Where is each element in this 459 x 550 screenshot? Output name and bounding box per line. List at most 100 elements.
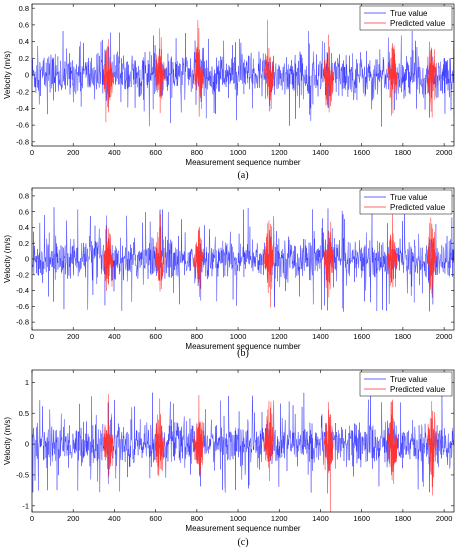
y-tick-label: -0.4 bbox=[16, 104, 29, 113]
x-tick-label: 1000 bbox=[230, 514, 247, 523]
x-tick-label: 200 bbox=[67, 148, 80, 157]
predicted-value-segment bbox=[264, 220, 274, 308]
x-tick-label: 1200 bbox=[271, 514, 288, 523]
legend-entry: Predicted value bbox=[390, 385, 446, 394]
x-tick-label: 1600 bbox=[353, 332, 370, 341]
predicted-value-segment bbox=[194, 20, 204, 117]
x-tick-label: 800 bbox=[191, 514, 204, 523]
chart-panel-2: 0 200 400 600 800 1000 1200 1400 1600 1800 2000 -0.… bbox=[3, 187, 455, 359]
predicted-value-segment bbox=[426, 47, 437, 118]
panel-label: (c) bbox=[237, 537, 248, 548]
predicted-value-segment bbox=[103, 393, 114, 477]
x-tick-label: 1000 bbox=[230, 148, 247, 157]
y-tick-label: -0.2 bbox=[16, 270, 29, 279]
predicted-value-segment bbox=[387, 43, 398, 116]
y-tick-label: 0 bbox=[25, 440, 29, 449]
legend-entry: True value bbox=[390, 193, 428, 202]
y-tick-label: -0.6 bbox=[16, 121, 29, 130]
predicted-value-segment bbox=[426, 401, 437, 496]
predicted-value-segment bbox=[194, 394, 204, 477]
y-tick-label: -0.8 bbox=[16, 137, 29, 146]
x-tick-label: 400 bbox=[108, 514, 121, 523]
x-axis-label: Measurement sequence number bbox=[185, 342, 301, 351]
x-tick-label: 0 bbox=[30, 148, 34, 157]
x-tick-label: 1000 bbox=[230, 332, 247, 341]
predicted-value-segment bbox=[387, 399, 398, 485]
x-tick-label: 1800 bbox=[395, 332, 412, 341]
x-tick-label: 1800 bbox=[395, 514, 412, 523]
y-tick-label: 0.6 bbox=[19, 20, 29, 29]
y-tick-label: -0.6 bbox=[16, 302, 29, 311]
x-tick-label: 1400 bbox=[312, 148, 329, 157]
legend-box bbox=[359, 371, 453, 397]
x-axis-label: Measurement sequence number bbox=[185, 158, 301, 167]
y-tick-label: 0.8 bbox=[19, 191, 29, 200]
predicted-value-series bbox=[103, 210, 437, 308]
predicted-value-segment bbox=[103, 225, 114, 292]
x-tick-label: 800 bbox=[191, 148, 204, 157]
y-tick-label: -0.5 bbox=[16, 471, 29, 480]
x-tick-label: 600 bbox=[149, 332, 162, 341]
predicted-value-segment bbox=[154, 398, 165, 477]
predicted-value-segment bbox=[264, 19, 274, 109]
x-tick-label: 600 bbox=[149, 514, 162, 523]
x-tick-label: 600 bbox=[149, 148, 162, 157]
y-tick-label: -0.4 bbox=[16, 286, 29, 295]
predicted-value-segment bbox=[323, 34, 334, 113]
x-axis-label: Measurement sequence number bbox=[185, 524, 301, 533]
x-tick-label: 1200 bbox=[271, 332, 288, 341]
predicted-value-segment bbox=[323, 402, 334, 512]
predicted-value-segment bbox=[323, 221, 334, 308]
plot-area-frame bbox=[31, 369, 455, 513]
x-tick-label: 0 bbox=[30, 332, 34, 341]
y-tick-label: 1 bbox=[25, 378, 29, 387]
x-tick-label: 1400 bbox=[312, 514, 329, 523]
legend-entry: True value bbox=[390, 9, 428, 18]
x-tick-label: 1800 bbox=[395, 148, 412, 157]
predicted-value-segment bbox=[154, 28, 165, 114]
chart-panel-1: 0 200 400 600 800 1000 1200 1400 1600 1800 2000 -0.… bbox=[3, 3, 455, 181]
legend-box bbox=[359, 5, 453, 31]
y-axis-label: Velocity (m/s) bbox=[3, 417, 12, 465]
y-tick-label: 0.4 bbox=[19, 37, 29, 46]
y-tick-label: 0.2 bbox=[19, 54, 29, 63]
y-tick-label: -1 bbox=[22, 501, 29, 510]
x-tick-label: 0 bbox=[30, 514, 34, 523]
y-axis-label: Velocity (m/s) bbox=[3, 235, 12, 283]
y-tick-label: -0.2 bbox=[16, 87, 29, 96]
panel-label: (a) bbox=[237, 170, 248, 181]
predicted-value-segment bbox=[154, 210, 165, 292]
legend-entry: True value bbox=[390, 375, 428, 384]
y-tick-label: 0.2 bbox=[19, 239, 29, 248]
x-tick-label: 200 bbox=[67, 514, 80, 523]
x-tick-label: 400 bbox=[108, 148, 121, 157]
predicted-value-segment bbox=[387, 212, 398, 288]
panel-label: (b) bbox=[237, 348, 249, 359]
x-tick-label: 800 bbox=[191, 332, 204, 341]
x-tick-label: 200 bbox=[67, 332, 80, 341]
y-tick-label: 0.4 bbox=[19, 223, 29, 232]
y-tick-label: -0.8 bbox=[16, 318, 29, 327]
x-tick-label: 1600 bbox=[353, 148, 370, 157]
predicted-value-segment bbox=[194, 226, 204, 297]
predicted-value-series bbox=[103, 19, 437, 123]
true-value-line bbox=[32, 392, 454, 494]
y-tick-label: 0.5 bbox=[19, 409, 29, 418]
x-tick-label: 1600 bbox=[353, 514, 370, 523]
legend-entry: Predicted value bbox=[390, 19, 446, 28]
chart-panel-3: 0 200 400 600 800 1000 1200 1400 1600 1800 2000 -1 -… bbox=[3, 369, 455, 548]
x-tick-label: 2000 bbox=[436, 332, 453, 341]
true-value-line bbox=[32, 207, 454, 312]
predicted-value-segment bbox=[426, 217, 437, 298]
x-tick-label: 1200 bbox=[271, 148, 288, 157]
y-tick-label: 0.6 bbox=[19, 207, 29, 216]
true-value-line bbox=[32, 30, 454, 127]
legend-entry: Predicted value bbox=[390, 203, 446, 212]
y-tick-label: 0 bbox=[25, 71, 29, 80]
x-tick-label: 400 bbox=[108, 332, 121, 341]
x-tick-label: 2000 bbox=[436, 514, 453, 523]
